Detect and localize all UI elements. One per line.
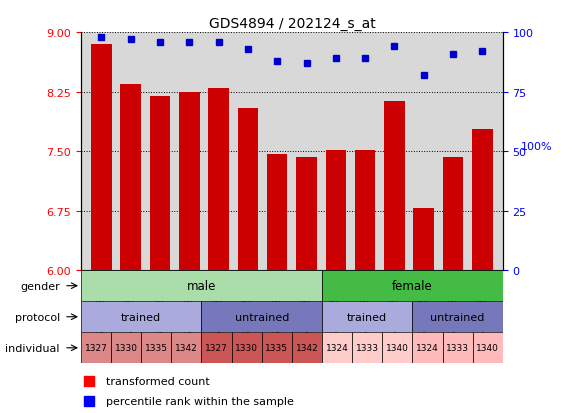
Bar bbox=[91, 45, 112, 271]
Bar bbox=[120, 85, 141, 271]
Bar bbox=[202, 332, 232, 363]
Bar bbox=[179, 93, 199, 271]
Text: male: male bbox=[187, 280, 216, 292]
Text: gender: gender bbox=[20, 281, 60, 291]
Bar bbox=[292, 332, 322, 363]
Bar bbox=[413, 301, 503, 332]
Text: 1330: 1330 bbox=[235, 344, 258, 352]
Text: 1342: 1342 bbox=[175, 344, 198, 352]
Text: individual: individual bbox=[5, 343, 60, 353]
Bar bbox=[202, 301, 322, 332]
Text: female: female bbox=[392, 280, 433, 292]
Bar bbox=[238, 108, 258, 271]
Text: untrained: untrained bbox=[431, 312, 485, 322]
Bar bbox=[413, 332, 443, 363]
Bar bbox=[352, 332, 382, 363]
Bar bbox=[111, 332, 141, 363]
Text: 1335: 1335 bbox=[144, 344, 168, 352]
Bar bbox=[81, 271, 322, 301]
Text: 1327: 1327 bbox=[84, 344, 108, 352]
Bar bbox=[384, 102, 405, 271]
Bar bbox=[232, 332, 262, 363]
Bar bbox=[325, 151, 346, 271]
Text: trained: trained bbox=[347, 312, 387, 322]
Text: 1340: 1340 bbox=[386, 344, 409, 352]
Text: 1327: 1327 bbox=[205, 344, 228, 352]
Bar bbox=[413, 209, 434, 271]
Title: GDS4894 / 202124_s_at: GDS4894 / 202124_s_at bbox=[209, 17, 375, 31]
Bar bbox=[267, 155, 287, 271]
Bar bbox=[322, 301, 413, 332]
Text: protocol: protocol bbox=[14, 312, 60, 322]
Bar bbox=[322, 332, 352, 363]
Bar bbox=[297, 157, 317, 271]
Bar bbox=[141, 332, 171, 363]
Bar bbox=[81, 301, 202, 332]
Bar bbox=[473, 332, 503, 363]
Text: 1330: 1330 bbox=[114, 344, 138, 352]
Y-axis label: 100%: 100% bbox=[521, 142, 552, 152]
Bar bbox=[81, 332, 111, 363]
Bar bbox=[322, 271, 503, 301]
Bar bbox=[443, 332, 473, 363]
Bar bbox=[472, 130, 492, 271]
Text: transformed count: transformed count bbox=[106, 376, 210, 386]
Text: 1324: 1324 bbox=[326, 344, 349, 352]
Bar bbox=[209, 89, 229, 271]
Bar bbox=[443, 157, 464, 271]
Text: 1340: 1340 bbox=[476, 344, 499, 352]
Text: 1342: 1342 bbox=[295, 344, 318, 352]
Text: trained: trained bbox=[121, 312, 161, 322]
Text: percentile rank within the sample: percentile rank within the sample bbox=[106, 396, 294, 406]
Bar bbox=[171, 332, 202, 363]
Text: 1333: 1333 bbox=[446, 344, 469, 352]
Text: 1324: 1324 bbox=[416, 344, 439, 352]
Bar bbox=[355, 151, 375, 271]
Text: 1335: 1335 bbox=[265, 344, 288, 352]
Text: untrained: untrained bbox=[235, 312, 289, 322]
Bar bbox=[382, 332, 413, 363]
Bar bbox=[150, 96, 171, 271]
Text: 1333: 1333 bbox=[355, 344, 379, 352]
Bar bbox=[262, 332, 292, 363]
